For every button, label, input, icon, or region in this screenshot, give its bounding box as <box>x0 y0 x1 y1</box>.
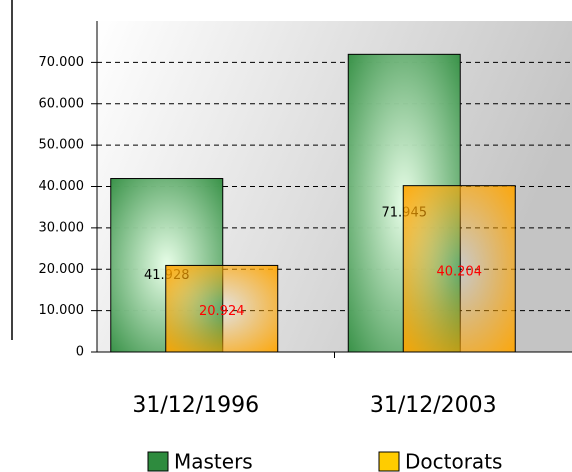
data-label: 40.204 <box>437 264 483 279</box>
legend-swatch <box>147 451 169 472</box>
y-tick-label: 40.000 <box>39 179 85 194</box>
bar <box>165 264 279 353</box>
y-tick-label: 20.000 <box>39 262 85 277</box>
x-tick-label: 31/12/1996 <box>132 393 259 418</box>
y-tick-label: 0 <box>76 345 84 360</box>
y-tick-label: 70.000 <box>39 55 85 70</box>
legend-label: Masters <box>174 450 253 472</box>
legend-swatch <box>378 451 400 472</box>
y-tick-label: 50.000 <box>39 138 85 153</box>
data-label: 20.924 <box>199 304 245 319</box>
y-tick-label: 30.000 <box>39 220 85 235</box>
x-tick-label: 31/12/2003 <box>370 393 497 418</box>
y-tick-label: 60.000 <box>39 96 85 111</box>
bar <box>402 185 516 353</box>
legend-label: Doctorats <box>405 450 502 472</box>
y-tick-label: 10.000 <box>39 303 85 318</box>
